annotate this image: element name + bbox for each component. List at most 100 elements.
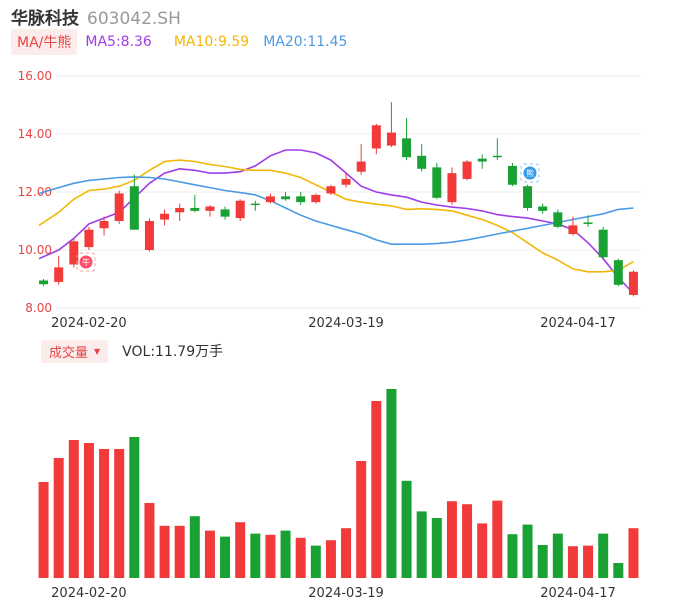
candle-body <box>583 222 593 224</box>
volume-bar <box>295 537 306 578</box>
volume-bar <box>83 443 94 578</box>
candle-body <box>190 207 200 211</box>
volume-bar <box>356 461 367 578</box>
volume-bar <box>114 449 125 578</box>
candle-body <box>99 221 109 229</box>
candle-body <box>371 125 381 149</box>
volume-bar <box>220 536 231 578</box>
bull-marker-frame <box>76 252 96 272</box>
y-tick-label: 12.00 <box>18 185 52 199</box>
candle-body <box>326 186 336 194</box>
volume-bar <box>462 504 473 578</box>
candle-body <box>144 221 154 250</box>
volume-bar <box>552 533 563 578</box>
candle-body <box>160 213 170 220</box>
volume-value: VOL:11.79万手 <box>122 344 224 360</box>
volume-x-tick-label: 2024-04-17 <box>540 586 616 601</box>
volume-bar <box>38 482 49 578</box>
candle-body <box>250 203 260 206</box>
volume-bar <box>250 533 261 578</box>
stock-title: 华脉科技 603042.SH <box>11 4 181 29</box>
ma20-line <box>38 176 634 245</box>
volume-bar <box>583 545 594 578</box>
volume-bar <box>174 525 185 578</box>
x-tick-label: 2024-02-20 <box>51 316 127 331</box>
volume-bar <box>341 528 352 578</box>
volume-bar <box>99 449 110 578</box>
volume-indicator-tab[interactable]: 成交量 ▼ <box>41 339 109 363</box>
volume-bar <box>53 458 64 578</box>
candle-body <box>628 271 638 295</box>
volume-bar <box>204 530 215 578</box>
candle-body <box>477 158 487 162</box>
candle-body <box>39 280 49 285</box>
volume-bar <box>522 524 533 578</box>
candle-body <box>129 186 139 230</box>
volume-bar <box>189 516 200 578</box>
volume-bar <box>401 480 412 578</box>
volume-bar <box>446 501 457 578</box>
ma10-line <box>38 159 634 273</box>
volume-bar <box>416 511 427 578</box>
candle-body <box>553 212 563 227</box>
caret-down-icon: ▼ <box>94 346 101 356</box>
stock-code: 603042.SH <box>87 9 181 29</box>
ma-legend: MA/牛熊 MA5:8.36 MA10:9.59 MA20:11.45 <box>11 29 348 55</box>
volume-bar <box>159 525 170 578</box>
volume-header: 成交量 ▼ VOL:11.79万手 <box>41 339 224 363</box>
volume-bar <box>371 401 382 578</box>
ma-indicator-tab[interactable]: MA/牛熊 <box>11 29 78 55</box>
bear-marker-frame <box>520 163 540 183</box>
bear-marker-label: 熊 <box>526 168 534 178</box>
y-tick-label: 10.00 <box>18 243 52 257</box>
candle-body <box>281 196 291 200</box>
ma20-legend: MA20:11.45 <box>263 34 348 50</box>
candle-body <box>507 165 517 185</box>
candle-body <box>523 186 533 208</box>
candle-body <box>538 206 548 211</box>
candle-body <box>265 196 275 203</box>
candle-body <box>175 207 185 213</box>
ma10-legend: MA10:9.59 <box>173 34 250 50</box>
candle-body <box>462 161 472 179</box>
y-tick-label: 14.00 <box>18 127 52 141</box>
bull-marker-label: 牛 <box>82 257 90 267</box>
candle-body <box>114 193 124 221</box>
bear-marker-icon <box>523 166 537 180</box>
volume-bar <box>265 534 276 578</box>
candle-body <box>568 225 578 235</box>
volume-bar <box>280 530 291 578</box>
stock-name: 华脉科技 <box>11 9 79 29</box>
volume-bar <box>325 540 336 578</box>
candle-body <box>432 167 442 198</box>
candle-body <box>69 241 79 265</box>
volume-bar <box>386 389 397 578</box>
volume-bar <box>477 523 488 578</box>
volume-bar <box>129 437 140 578</box>
candle-body <box>311 194 321 203</box>
ma5-legend: MA5:8.36 <box>85 34 152 50</box>
volume-bar <box>613 563 624 578</box>
volume-x-tick-label: 2024-03-19 <box>308 586 384 601</box>
x-tick-label: 2024-04-17 <box>540 316 616 331</box>
bull-marker-icon <box>79 255 93 269</box>
volume-bar <box>431 518 442 578</box>
volume-bar <box>507 534 518 578</box>
candle-body <box>235 200 245 219</box>
candle-body <box>341 178 351 185</box>
volume-x-tick-label: 2024-02-20 <box>51 586 127 601</box>
volume-bar <box>628 528 639 578</box>
candle-body <box>447 173 457 203</box>
volume-bar <box>68 440 79 578</box>
candle-body <box>296 196 306 203</box>
candle-body <box>492 155 502 158</box>
candle-body <box>205 206 215 211</box>
candle-body <box>613 260 623 285</box>
candle-body <box>386 132 396 146</box>
candle-body <box>417 155 427 169</box>
candle-body <box>54 267 64 282</box>
volume-bar <box>235 522 246 578</box>
candle-body <box>402 138 412 158</box>
volume-bar <box>310 545 321 578</box>
